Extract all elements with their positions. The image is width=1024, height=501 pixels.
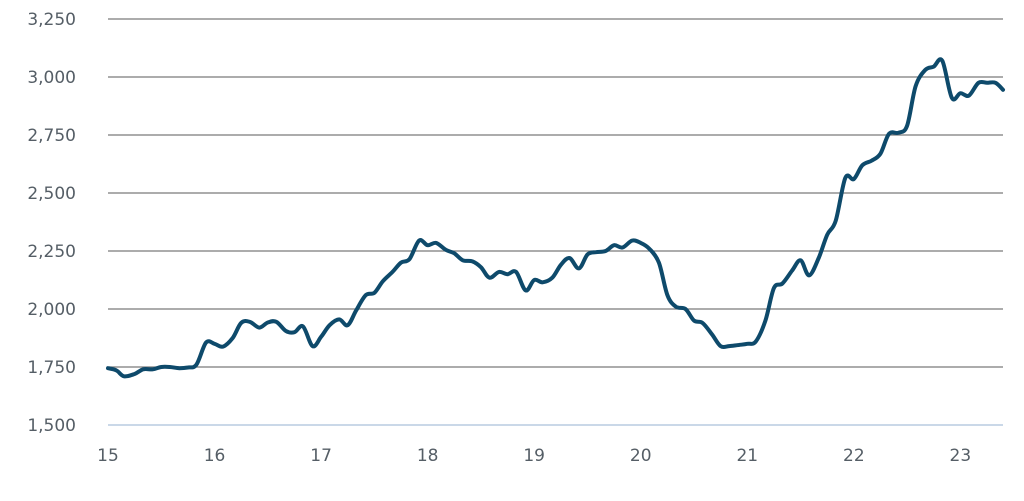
y-tick-label: 2,750 (27, 126, 76, 146)
gridlines (108, 18, 1003, 426)
x-tick-label: 16 (204, 446, 226, 466)
y-tick-label: 1,500 (27, 416, 76, 436)
y-tick-label: 2,250 (27, 242, 76, 262)
x-tick-label: 20 (630, 446, 652, 466)
x-tick-label: 18 (417, 446, 439, 466)
x-axis-tick-labels: 15 16 17 18 19 20 21 22 23 (97, 446, 971, 466)
y-tick-label: 3,250 (27, 10, 76, 30)
x-tick-label: 21 (736, 446, 758, 466)
y-tick-label: 1,750 (27, 358, 76, 378)
series-lines (106, 57, 1005, 379)
x-tick-label: 15 (97, 446, 119, 466)
y-tick-label: 3,000 (27, 68, 76, 88)
series-line (106, 57, 1005, 379)
y-tick-label: 2,500 (27, 184, 76, 204)
y-tick-label: 2,000 (27, 300, 76, 320)
y-axis-tick-labels: 1,500 1,750 2,000 2,250 2,500 2,750 3,000 3,250 (27, 10, 76, 436)
x-tick-label: 19 (523, 446, 545, 466)
x-tick-label: 17 (310, 446, 332, 466)
x-tick-label: 23 (950, 446, 972, 466)
x-tick-label: 22 (843, 446, 865, 466)
